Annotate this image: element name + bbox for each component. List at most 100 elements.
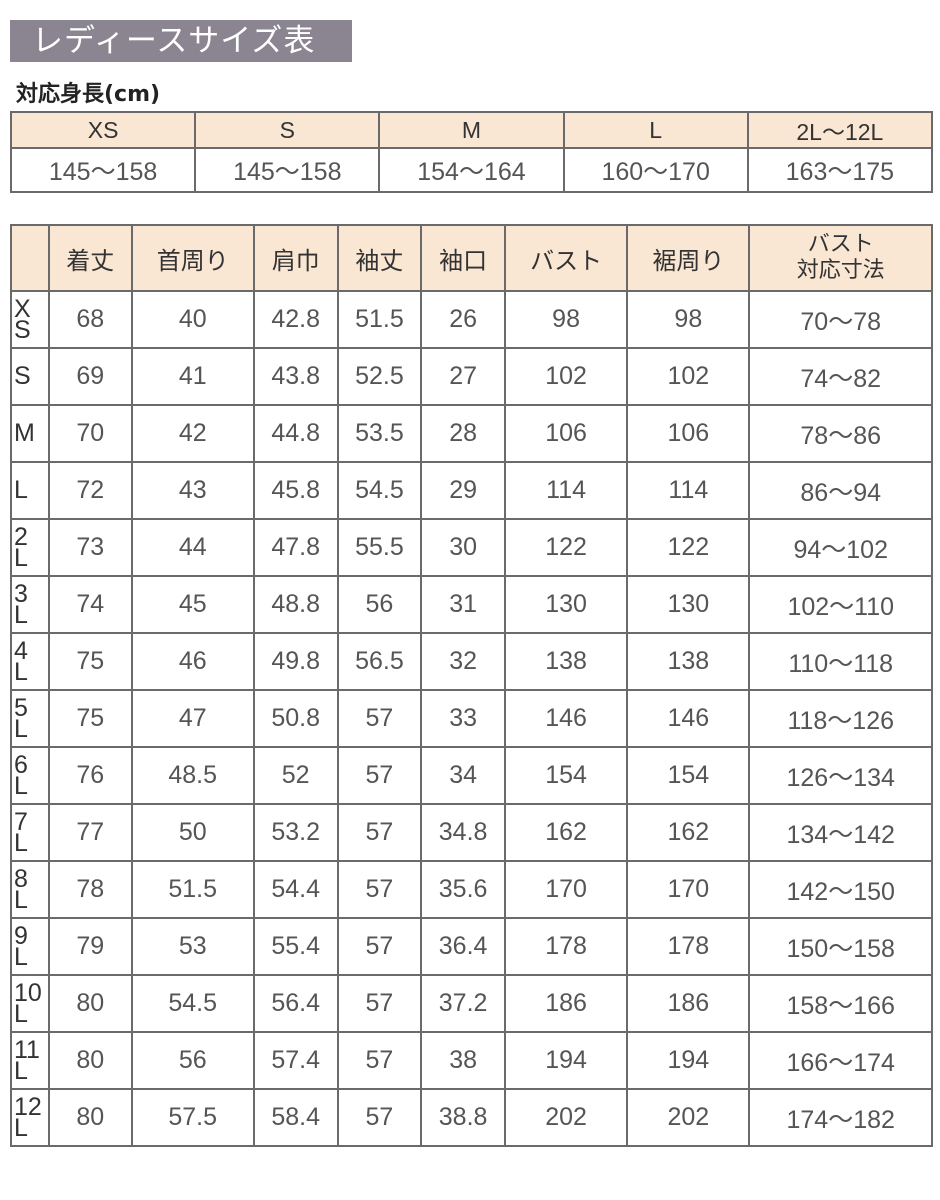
- size-label-part: 2: [14, 522, 28, 551]
- table-cell: 138: [503, 632, 629, 691]
- table-cell: 154: [626, 746, 751, 805]
- table-cell: 134〜142: [748, 803, 933, 862]
- table-cell: 79: [48, 917, 133, 976]
- size-table: 着丈 首周り 肩巾 袖丈 袖口 バスト 裾周り バスト 対応寸法 X S 68 40 42.8 51.5 26…: [10, 224, 933, 1147]
- table-row: 5 L 75 47 50.8 57 33 146 146 118〜126: [10, 689, 933, 748]
- table-cell: 34: [420, 746, 506, 805]
- table-cell: 51.5: [336, 290, 423, 349]
- column-header: バスト: [503, 224, 629, 292]
- table-cell: 38.8: [420, 1088, 506, 1147]
- size-label-part: L: [14, 1056, 28, 1085]
- table-cell: 33: [420, 689, 506, 748]
- table-cell: 70: [48, 404, 133, 463]
- size-label: M: [10, 404, 50, 463]
- column-header: 袖口: [420, 224, 506, 292]
- table-row: L 72 43 45.8 54.5 29 114 114 86〜94: [10, 461, 933, 520]
- table-cell: 174〜182: [748, 1088, 933, 1147]
- table-row: 10 L 80 54.5 56.4 57 37.2 186 186 158〜166: [10, 974, 933, 1033]
- size-label-part: L: [14, 771, 28, 800]
- table-cell: 46: [130, 632, 255, 691]
- table-cell: 47.8: [252, 518, 339, 577]
- table-cell: 48.5: [130, 746, 255, 805]
- height-size-header: XS: [9, 111, 197, 149]
- table-cell: 73: [48, 518, 133, 577]
- table-cell: 98: [626, 290, 751, 349]
- size-label-part: L: [14, 543, 28, 572]
- size-label: 11 L: [10, 1031, 50, 1090]
- table-cell: 194: [626, 1031, 751, 1090]
- table-cell: 50.8: [252, 689, 339, 748]
- table-cell: 76: [48, 746, 133, 805]
- table-row: 11 L 80 56 57.4 57 38 194 194 166〜174: [10, 1031, 933, 1090]
- table-cell: 56: [130, 1031, 255, 1090]
- header-line: バスト: [807, 232, 874, 257]
- table-cell: 162: [626, 803, 751, 862]
- size-label-part: L: [14, 476, 28, 504]
- table-cell: 170: [626, 860, 751, 919]
- table-cell: 53.5: [336, 404, 423, 463]
- table-cell: 75: [48, 632, 133, 691]
- table-cell: 37.2: [420, 974, 506, 1033]
- table-cell: 57: [336, 689, 423, 748]
- table-cell: 68: [48, 290, 133, 349]
- table-cell: 41: [130, 347, 255, 406]
- height-size-header: L: [562, 111, 749, 149]
- table-cell: 44.8: [252, 404, 339, 463]
- table-cell: 130: [626, 575, 751, 634]
- table-cell: 43: [130, 461, 255, 520]
- table-row: 6 L 76 48.5 52 57 34 154 154 126〜134: [10, 746, 933, 805]
- table-cell: 53.2: [252, 803, 339, 862]
- table-cell: 69: [48, 347, 133, 406]
- table-cell: 42: [130, 404, 255, 463]
- size-label-part: 7: [14, 807, 28, 836]
- table-cell: 74: [48, 575, 133, 634]
- height-range-cell: 160〜170: [562, 147, 749, 193]
- table-cell: 122: [503, 518, 629, 577]
- table-cell: 45.8: [252, 461, 339, 520]
- table-row: 12 L 80 57.5 58.4 57 38.8 202 202 174〜182: [10, 1088, 933, 1147]
- column-header: 首周り: [130, 224, 255, 292]
- table-cell: 43.8: [252, 347, 339, 406]
- size-label-part: 10: [14, 978, 42, 1007]
- table-cell: 55.5: [336, 518, 423, 577]
- table-cell: 118〜126: [748, 689, 933, 748]
- table-cell: 56.4: [252, 974, 339, 1033]
- table-cell: 166〜174: [748, 1031, 933, 1090]
- size-label-part: 5: [14, 693, 28, 722]
- table-cell: 28: [420, 404, 506, 463]
- table-cell: 126〜134: [748, 746, 933, 805]
- table-cell: 29: [420, 461, 506, 520]
- size-column-header: [10, 224, 50, 292]
- size-label-part: L: [14, 714, 28, 743]
- table-cell: 162: [503, 803, 629, 862]
- table-cell: 49.8: [252, 632, 339, 691]
- table-cell: 35.6: [420, 860, 506, 919]
- table-cell: 186: [626, 974, 751, 1033]
- table-row: M 70 42 44.8 53.5 28 106 106 78〜86: [10, 404, 933, 463]
- table-cell: 74〜82: [748, 347, 933, 406]
- height-range-cell: 145〜158: [194, 147, 381, 193]
- size-label-part: L: [14, 999, 28, 1028]
- table-cell: 54.5: [336, 461, 423, 520]
- table-cell: 146: [626, 689, 751, 748]
- size-table-header-row: 着丈 首周り 肩巾 袖丈 袖口 バスト 裾周り バスト 対応寸法: [10, 224, 933, 292]
- size-label-part: 9: [14, 921, 28, 950]
- table-cell: 26: [420, 290, 506, 349]
- size-label: L: [10, 461, 50, 520]
- table-cell: 80: [48, 1088, 133, 1147]
- table-cell: 50: [130, 803, 255, 862]
- size-label-part: S: [14, 362, 31, 390]
- table-row: S 69 41 43.8 52.5 27 102 102 74〜82: [10, 347, 933, 406]
- size-label-part: L: [14, 600, 28, 629]
- table-cell: 106: [503, 404, 629, 463]
- table-row: X S 68 40 42.8 51.5 26 98 98 70〜78: [10, 290, 933, 349]
- size-label-part: X: [14, 294, 31, 323]
- table-cell: 78: [48, 860, 133, 919]
- table-cell: 55.4: [252, 917, 339, 976]
